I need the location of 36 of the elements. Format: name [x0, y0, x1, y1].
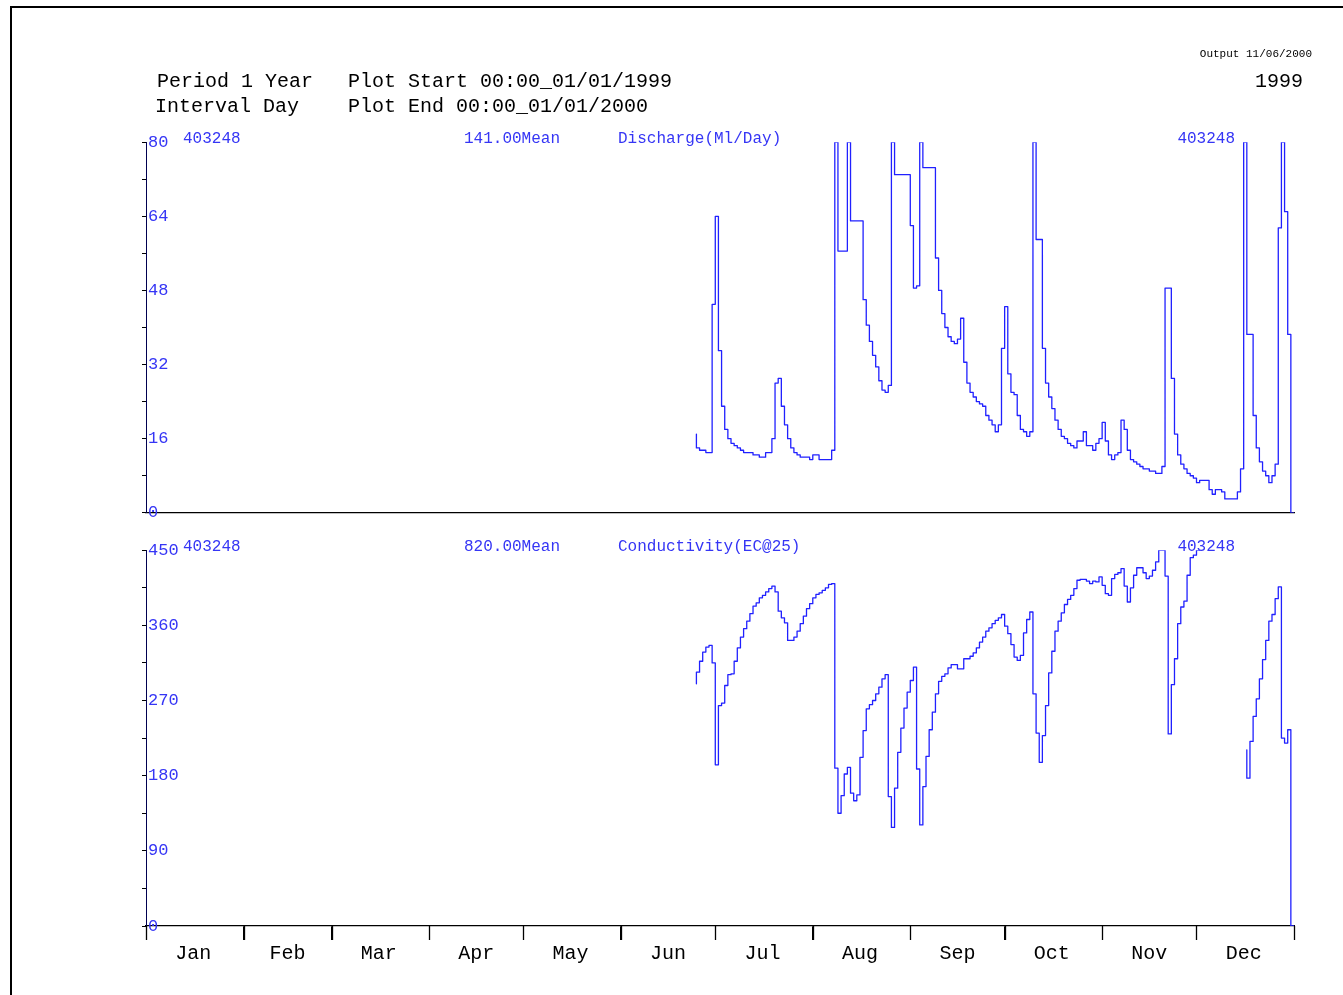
x-tick-label: Jul [744, 942, 781, 966]
x-tick-label: Mar [360, 942, 397, 966]
annotation: 403248 [183, 130, 241, 148]
text: Plot End 00:00_01/01/2000 [348, 95, 649, 118]
annotation: 403248 [1177, 538, 1235, 556]
x-tick-label: Aug [841, 942, 878, 966]
text: Period 1 Year [157, 70, 314, 93]
y-tick-label: 270 [148, 691, 179, 711]
y-axis-title: Conductivity(EC@25) [618, 538, 801, 556]
x-tick-label: Nov [1131, 942, 1168, 966]
y-tick-label: 32 [148, 355, 169, 375]
y-tick-label: 180 [148, 766, 179, 786]
x-tick-label: Jan [175, 942, 212, 966]
y-axis-title: Discharge(Ml/Day) [618, 130, 782, 148]
x-tick-label: Jun [650, 942, 687, 966]
text: Interval Day [155, 95, 300, 118]
x-tick-label: Dec [1225, 942, 1262, 966]
y-tick-label: 450 [148, 540, 179, 560]
text: Output 11/06/2000 [1199, 48, 1312, 60]
x-tick-label: Feb [269, 942, 306, 966]
y-tick-label: 16 [148, 429, 169, 449]
text: Plot Start 00:00_01/01/1999 [348, 70, 673, 93]
annotation: 141.00Mean [464, 130, 561, 148]
y-tick-label: 80 [148, 132, 169, 152]
y-tick-label: 90 [148, 841, 169, 861]
x-tick-label: Apr [458, 942, 495, 966]
text: 1999 [1254, 70, 1303, 93]
annotation: 403248 [183, 538, 241, 556]
x-tick-label: Sep [939, 942, 976, 966]
annotation: 820.00Mean [464, 538, 561, 556]
y-tick-label: 64 [148, 206, 169, 226]
y-tick-label: 360 [148, 615, 179, 635]
x-tick-label: Oct [1033, 942, 1070, 966]
x-tick-label: May [552, 942, 589, 966]
annotation: 403248 [1177, 130, 1235, 148]
y-tick-label: 48 [148, 280, 169, 300]
